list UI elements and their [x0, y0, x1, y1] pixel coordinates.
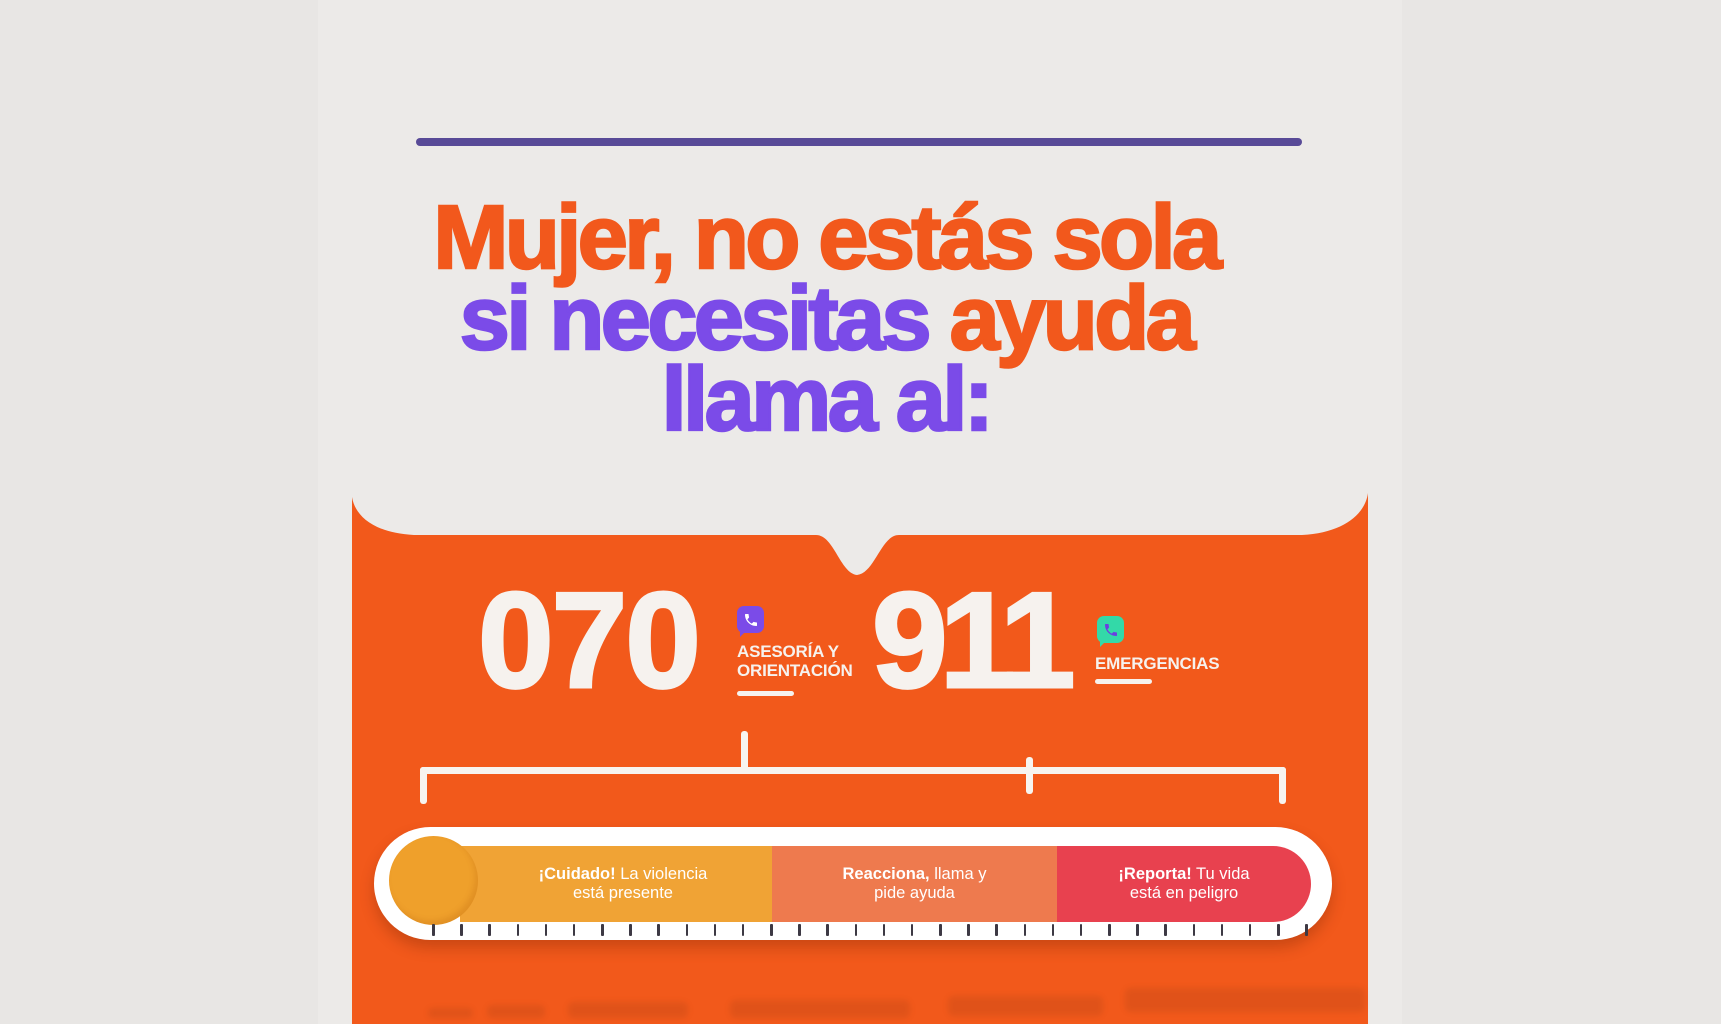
ruler-tick: [488, 924, 491, 936]
violence-gauge-bar: ¡Cuidado! La violencia está presente Rea…: [460, 846, 1311, 922]
ruler-tick: [1277, 924, 1280, 936]
hotline-label-070-line1: ASESORÍA Y: [737, 642, 839, 661]
hotline-label-911: EMERGENCIAS: [1095, 654, 1220, 674]
phone-handset-glyph: [1104, 623, 1117, 636]
ruler-tick: [657, 924, 660, 936]
title-line-2: si necesitas ayuda: [0, 273, 1652, 366]
page-title: Mujer, no estás sola si necesitas ayuda …: [0, 192, 1652, 447]
ruler-tick: [910, 924, 914, 936]
ruler-tick: [460, 924, 463, 936]
segment-report-line2: está en peligro: [1129, 884, 1239, 902]
ruler-tick: [1108, 924, 1111, 936]
ruler-tick: [995, 924, 998, 936]
title-line-1: Mujer, no estás sola: [0, 192, 1652, 285]
bracket-horizontal-line: [420, 767, 1286, 774]
gauge-segment-caution: ¡Cuidado! La violencia está presente: [460, 846, 772, 922]
ruler-tick: [1305, 924, 1308, 936]
segment-caution-line1: ¡Cuidado! La violencia: [538, 865, 708, 883]
ruler-tick: [939, 924, 942, 936]
ruler-tick: [544, 924, 548, 936]
bracket-right-tick: [1279, 767, 1286, 804]
bracket-crossing-tick: [1026, 757, 1033, 794]
segment-caution-line2: está presente: [573, 884, 673, 902]
cutoff-content-hint: [948, 996, 1103, 1016]
cutoff-content-hint: [568, 1002, 688, 1018]
cutoff-content-hint: [428, 1008, 473, 1018]
phone-icon: [1097, 616, 1124, 643]
hotline-label-070-underline: [737, 691, 794, 696]
ruler-tick: [572, 924, 576, 936]
ruler-tick: [1192, 924, 1196, 936]
ruler-tick: [741, 924, 745, 936]
gauge-ruler-ticks: [432, 924, 1308, 936]
title-line-3-text: llama al:: [660, 350, 995, 450]
phone-icon: [737, 606, 764, 633]
hotline-number-911: 911: [870, 564, 1076, 716]
gauge-segment-report: ¡Reporta! Tu vida está en peligro: [1057, 846, 1311, 922]
ruler-tick: [967, 924, 970, 936]
ruler-tick: [601, 924, 604, 936]
phone-handset-glyph: [744, 613, 757, 626]
ruler-tick: [1248, 924, 1252, 936]
segment-report-line1: ¡Reporta! Tu vida: [1118, 865, 1250, 883]
ruler-tick: [1051, 924, 1055, 936]
ruler-tick: [432, 924, 435, 936]
gauge-segment-react: Reacciona, llama y pide ayuda: [772, 846, 1057, 922]
cutoff-content-hint: [487, 1005, 545, 1018]
ruler-tick: [629, 924, 632, 936]
segment-react-line2: pide ayuda: [874, 884, 955, 902]
ruler-tick: [1023, 924, 1027, 936]
ruler-tick: [516, 924, 520, 936]
segment-react-line1: Reacciona, llama y: [842, 865, 987, 883]
title-line-3: llama al:: [0, 354, 1652, 447]
hotline-label-911-underline: [1095, 679, 1152, 684]
hotline-number-070: 070: [477, 564, 703, 716]
hotline-label-070-line2: ORIENTACIÓN: [737, 660, 853, 680]
ruler-tick: [826, 924, 829, 936]
bracket-upper-tick: [741, 731, 748, 771]
ruler-tick: [1136, 924, 1139, 936]
hotline-label-070: ASESORÍA Y ORIENTACIÓN: [737, 642, 853, 680]
title-line-2-purple: si necesitas: [459, 269, 933, 369]
ruler-tick: [882, 924, 886, 936]
hotline-label-911-line1: EMERGENCIAS: [1095, 654, 1220, 673]
cutoff-content-hint: [730, 1000, 910, 1018]
cutoff-content-hint: [1125, 988, 1365, 1012]
ruler-tick: [685, 924, 689, 936]
ruler-tick: [798, 924, 801, 936]
title-line-1-text: Mujer, no estás sola: [432, 188, 1223, 288]
ruler-tick: [1220, 924, 1224, 936]
ruler-tick: [713, 924, 717, 936]
bracket-left-tick: [420, 767, 427, 804]
title-line-2-orange: ayuda: [928, 269, 1197, 369]
ruler-tick: [1079, 924, 1083, 936]
ruler-tick: [854, 924, 858, 936]
ruler-tick: [1164, 924, 1167, 936]
gauge-bulb: [389, 836, 478, 925]
ruler-tick: [770, 924, 773, 936]
top-divider-rule: [416, 138, 1302, 146]
